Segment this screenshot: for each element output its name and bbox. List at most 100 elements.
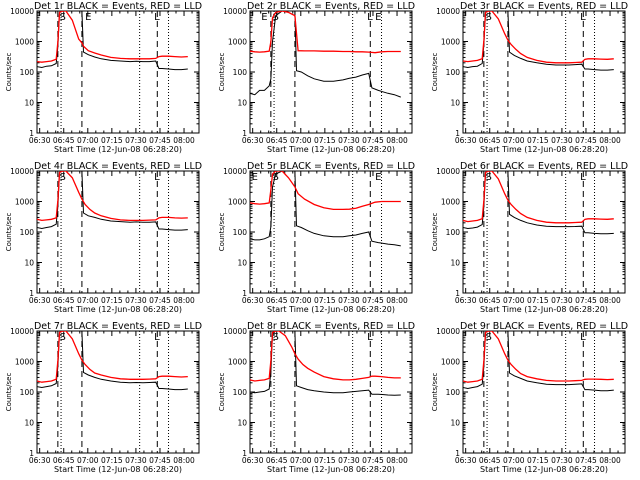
x-tick-label: 07:15: [101, 296, 123, 305]
x-tick-label: 06:30: [29, 456, 51, 465]
x-tick-label: 08:00: [599, 136, 621, 145]
detector-plot-6: Det 6r BLACK = Events, RED = LLD 1 10 100 10…: [431, 161, 628, 314]
y-tick-label: 1: [455, 129, 460, 138]
x-tick-label: 07:15: [527, 136, 549, 145]
x-tick-label: 08:00: [173, 296, 195, 305]
x-tick-label: 07:15: [527, 456, 549, 465]
x-tick-label: 06:30: [242, 296, 264, 305]
x-axis-label: Start Time (12-Jun-08 06:28:20): [267, 465, 395, 474]
x-tick-label: 08:00: [386, 296, 408, 305]
y-tick-label: 1000: [15, 38, 34, 47]
y-tick-label: 10000: [436, 7, 460, 16]
x-axis-label: Start Time (12-Jun-08 06:28:20): [480, 465, 608, 474]
y-tick-label: 100: [233, 68, 248, 77]
x-tick-label: 06:45: [479, 136, 501, 145]
x-tick-label: 07:00: [290, 136, 312, 145]
event-marker-l: L: [367, 332, 373, 343]
detector-plot-8: Det 8r BLACK = Events, RED = LLD 1 10 100 10…: [218, 321, 415, 474]
x-tick-label: 06:30: [455, 296, 477, 305]
y-tick-label: 1000: [441, 198, 460, 207]
event-marker-l: L: [154, 332, 160, 343]
y-tick-label: 1000: [15, 358, 34, 367]
x-tick-label: 07:45: [362, 456, 384, 465]
plot-title: Det 6r BLACK = Events, RED = LLD: [460, 161, 628, 172]
x-tick-label: 06:45: [53, 456, 75, 465]
y-tick-label: 10: [450, 419, 460, 428]
lld-series-line: [463, 171, 614, 224]
y-tick-label: 1: [29, 449, 34, 458]
x-tick-label: 07:30: [551, 456, 573, 465]
y-tick-label: 10: [24, 259, 34, 268]
x-tick-label: 06:30: [242, 456, 264, 465]
y-tick-label: 1: [242, 129, 247, 138]
event-marker-l: L: [367, 12, 373, 23]
x-axis-label: Start Time (12-Jun-08 06:28:20): [480, 145, 608, 154]
detector-plot-9: Det 9r BLACK = Events, RED = LLD 1 10 100 10…: [431, 321, 628, 474]
y-tick-label: 10: [237, 99, 247, 108]
x-tick-label: 07:30: [338, 136, 360, 145]
y-tick-label: 10000: [436, 167, 460, 176]
detector-plot-5: Det 5r BLACK = Events, RED = LLD 1 10 100 10…: [218, 161, 415, 314]
event-marker-s: S: [59, 12, 65, 23]
event-marker-l: L: [580, 172, 586, 183]
x-tick-label: 07:45: [362, 136, 384, 145]
event-marker-l: L: [154, 172, 160, 183]
y-axis-label: Counts/sec: [431, 53, 439, 92]
lld-series-line: [250, 171, 401, 211]
x-tick-label: 06:30: [455, 456, 477, 465]
y-tick-label: 100: [20, 388, 35, 397]
y-tick-label: 1: [242, 449, 247, 458]
y-tick-label: 1000: [441, 38, 460, 47]
lld-series-line: [250, 331, 401, 382]
event-marker-s: S: [485, 332, 491, 343]
events-series-line: [250, 11, 401, 98]
plot-title: Det 4r BLACK = Events, RED = LLD: [34, 161, 202, 172]
event-marker-s: S: [272, 172, 278, 183]
x-tick-label: 06:30: [455, 136, 477, 145]
x-tick-label: 07:30: [338, 456, 360, 465]
plot-title: Det 1r BLACK = Events, RED = LLD: [34, 1, 202, 12]
x-tick-label: 07:45: [149, 136, 171, 145]
y-tick-label: 10: [237, 259, 247, 268]
x-axis-label: Start Time (12-Jun-08 06:28:20): [267, 145, 395, 154]
x-tick-label: 06:45: [266, 136, 288, 145]
x-tick-label: 07:30: [551, 296, 573, 305]
event-marker-e: E: [252, 172, 258, 183]
y-tick-label: 10000: [436, 327, 460, 336]
lld-series-line: [37, 11, 188, 63]
x-tick-label: 07:15: [101, 136, 123, 145]
y-axis-label: Counts/sec: [5, 373, 13, 412]
event-marker-l: L: [580, 332, 586, 343]
y-tick-label: 10000: [223, 167, 247, 176]
x-tick-label: 07:15: [314, 296, 336, 305]
x-tick-label: 07:45: [149, 456, 171, 465]
y-tick-label: 1000: [228, 198, 247, 207]
lld-series-line: [463, 331, 614, 383]
y-tick-label: 1: [455, 449, 460, 458]
x-axis-label: Start Time (12-Jun-08 06:28:20): [54, 465, 182, 474]
x-tick-label: 07:30: [125, 296, 147, 305]
y-tick-label: 1000: [228, 38, 247, 47]
y-axis-label: Counts/sec: [431, 373, 439, 412]
x-tick-label: 07:00: [503, 296, 525, 305]
x-tick-label: 07:00: [290, 296, 312, 305]
x-tick-label: 06:45: [53, 136, 75, 145]
x-tick-label: 07:00: [77, 136, 99, 145]
x-axis-label: Start Time (12-Jun-08 06:28:20): [54, 305, 182, 314]
x-tick-label: 07:00: [77, 456, 99, 465]
y-tick-label: 1: [29, 289, 34, 298]
x-tick-label: 07:45: [575, 136, 597, 145]
y-tick-label: 10: [450, 259, 460, 268]
y-axis-label: Counts/sec: [218, 373, 226, 412]
x-tick-label: 07:15: [527, 296, 549, 305]
plot-title: Det 3r BLACK = Events, RED = LLD: [460, 1, 628, 12]
event-marker-s: S: [59, 332, 65, 343]
event-marker-l: L: [154, 12, 160, 23]
event-marker-e: E: [85, 12, 91, 23]
lld-series-line: [463, 11, 614, 64]
event-marker-l: L: [580, 12, 586, 23]
x-tick-label: 06:30: [242, 136, 264, 145]
plot-title: Det 2r BLACK = Events, RED = LLD: [247, 1, 415, 12]
y-tick-label: 10: [24, 99, 34, 108]
x-tick-label: 06:45: [266, 456, 288, 465]
